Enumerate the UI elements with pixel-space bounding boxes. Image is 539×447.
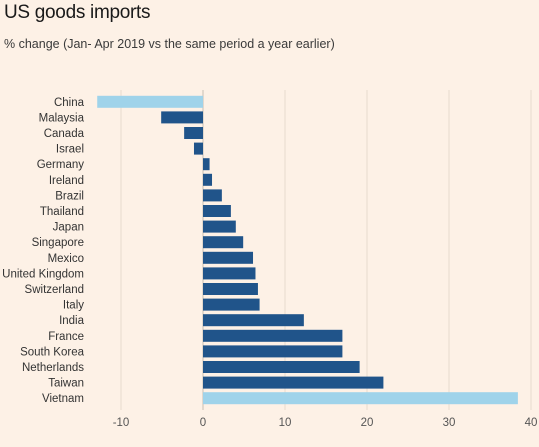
- bar-india: [203, 314, 304, 327]
- category-label: France: [48, 331, 84, 343]
- x-tick-labels: -10 0 10 20 30 40: [113, 417, 538, 429]
- chart-title: US goods imports: [4, 2, 151, 23]
- bar-south-korea: [203, 345, 343, 358]
- bars: [97, 95, 518, 405]
- x-tick-label: 10: [279, 417, 292, 429]
- x-tick-label: 0: [200, 417, 206, 429]
- category-label: Ireland: [49, 175, 84, 187]
- bar-taiwan: [203, 376, 384, 389]
- x-tick-label: 40: [525, 417, 538, 429]
- x-tick-label: -10: [113, 417, 130, 429]
- bar-france: [203, 329, 343, 342]
- category-labels: China Malaysia Canada Israel Germany Ireland B…: [2, 97, 84, 405]
- bar-germany: [203, 158, 210, 171]
- bar-brazil: [203, 189, 222, 202]
- bar-china: [97, 95, 203, 108]
- category-label: Germany: [37, 159, 85, 171]
- bar-thailand: [203, 205, 231, 217]
- category-label: Malaysia: [39, 112, 85, 124]
- x-tick-label: 30: [443, 417, 456, 429]
- bar-israel: [193, 142, 203, 155]
- category-label: Vietnam: [42, 393, 84, 405]
- bar-mexico: [203, 251, 254, 264]
- category-label: United Kingdom: [2, 268, 84, 280]
- bar-switzerland: [203, 283, 258, 295]
- category-label: Thailand: [40, 206, 84, 218]
- category-label: South Korea: [20, 346, 85, 358]
- category-label: China: [54, 97, 85, 109]
- category-label: Canada: [44, 128, 85, 140]
- category-label: Singapore: [32, 237, 84, 249]
- category-label: India: [59, 315, 85, 327]
- category-label: Netherlands: [22, 362, 84, 374]
- category-label: Switzerland: [25, 284, 84, 296]
- category-label: Italy: [63, 300, 84, 312]
- category-label: Brazil: [55, 190, 84, 202]
- bar-united-kingdom: [203, 267, 256, 280]
- category-label: Israel: [56, 144, 84, 156]
- category-label: Mexico: [48, 253, 84, 265]
- bar-italy: [203, 298, 260, 311]
- bar-ireland: [203, 173, 213, 186]
- bar-singapore: [203, 236, 244, 249]
- category-label: Japan: [53, 222, 84, 234]
- bar-japan: [203, 220, 236, 233]
- bar-netherlands: [203, 361, 360, 373]
- chart-subtitle: % change (Jan- Apr 2019 vs the same peri…: [4, 37, 335, 51]
- category-label: Taiwan: [48, 378, 84, 390]
- bar-canada: [184, 127, 203, 139]
- bar-vietnam: [203, 392, 518, 405]
- x-tick-label: 20: [361, 417, 374, 429]
- bar-malaysia: [161, 111, 203, 124]
